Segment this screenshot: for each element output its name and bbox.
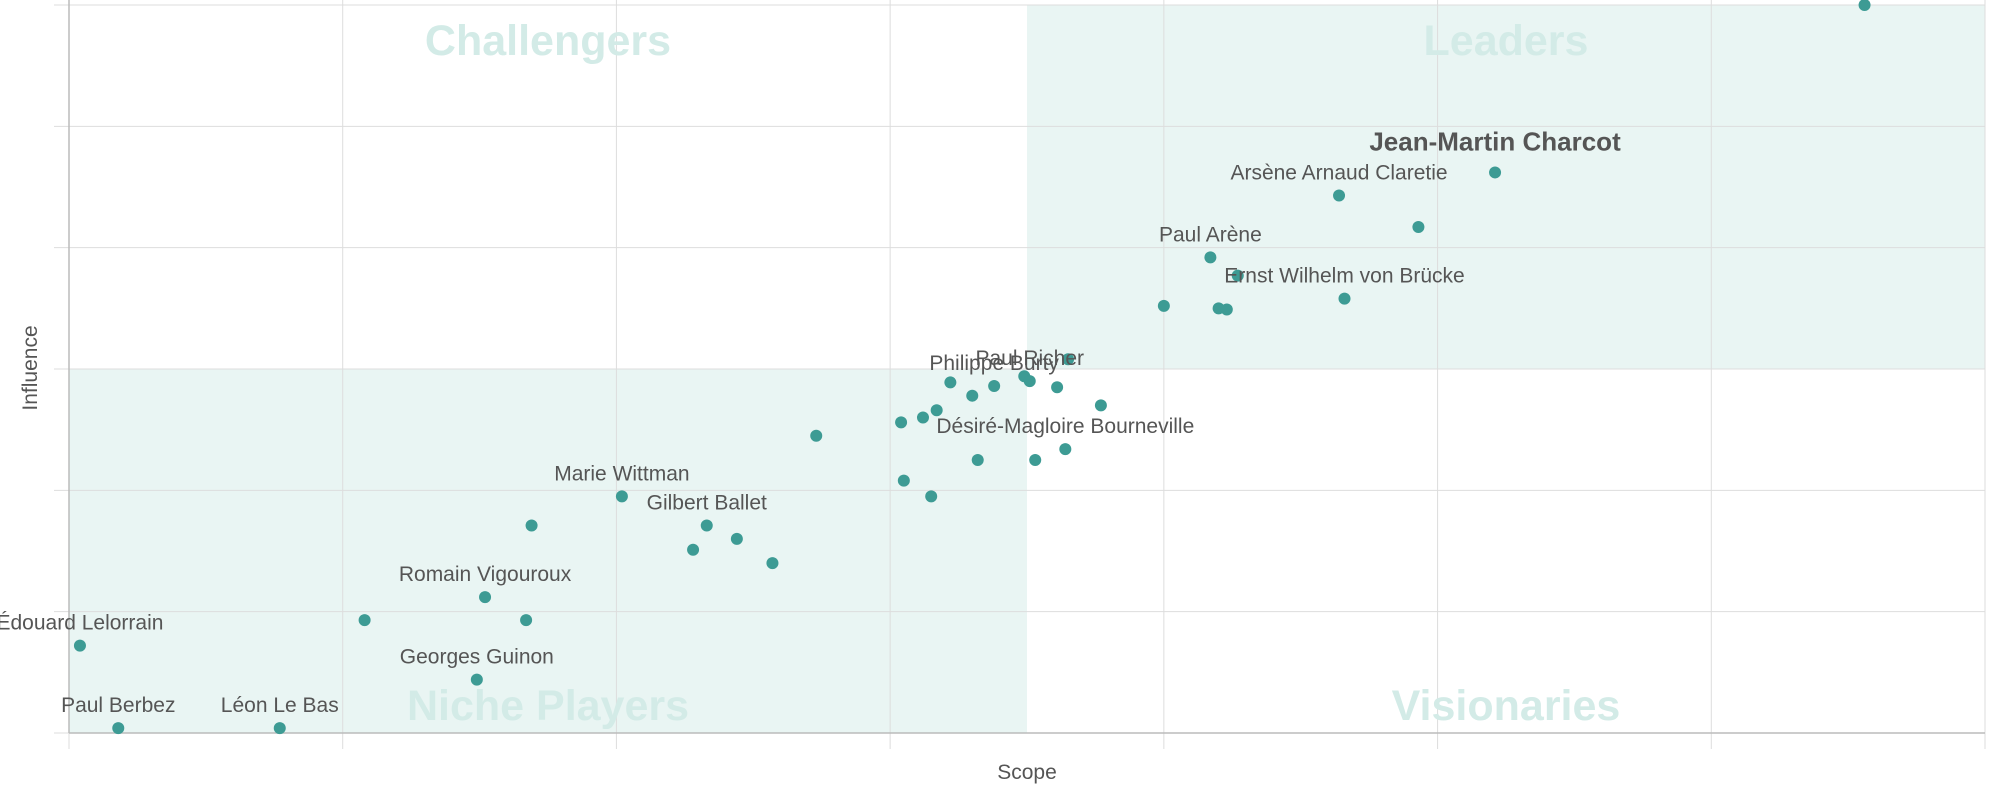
data-point (1412, 221, 1425, 234)
data-point (897, 474, 910, 487)
data-point (1858, 0, 1871, 11)
data-point (1338, 292, 1351, 305)
quadrant-labels: Challengers Leaders Niche Players Visionari… (407, 17, 1620, 730)
data-point (1029, 454, 1042, 466)
point-label: Ernst Wilhelm von Brücke (1224, 265, 1464, 288)
point-label: Romain Vigouroux (399, 563, 572, 586)
niche-players-quadrant (69, 369, 1027, 733)
data-point (1157, 299, 1170, 312)
point-label: Georges Guinon (400, 646, 554, 669)
data-point (470, 673, 483, 686)
data-point (700, 519, 713, 532)
data-point (1204, 251, 1217, 264)
data-point (925, 490, 938, 503)
point-label: Marie Wittman (554, 462, 689, 485)
data-point (930, 404, 943, 417)
data-point (479, 591, 492, 604)
data-point (730, 532, 743, 545)
data-point (1489, 166, 1502, 179)
point-label: Léon Le Bas (221, 694, 339, 717)
point-label: Désiré-Magloire Bourneville (936, 415, 1194, 438)
data-point (112, 722, 125, 735)
point-label: Paul Arène (1159, 223, 1262, 246)
quadrant-label-challengers: Challengers (425, 17, 671, 65)
quadrant-label-leaders: Leaders (1424, 17, 1589, 65)
data-point (358, 614, 371, 627)
quadrant-label-niche-players: Niche Players (407, 682, 689, 730)
point-label: Philippe Burty (929, 352, 1059, 375)
data-point (766, 557, 779, 570)
point-label: Paul Richer (975, 347, 1084, 370)
data-point (520, 614, 533, 627)
leaders-quadrant (1027, 5, 1985, 369)
data-point (1333, 189, 1346, 202)
data-point (273, 722, 286, 735)
data-points (73, 0, 1871, 735)
point-label: Jean-Martin Charcot (1369, 126, 1621, 156)
point-label: Édouard Lelorrain (0, 612, 163, 635)
y-axis-title: Influence (19, 325, 42, 410)
data-point (1059, 443, 1072, 456)
grid (54, 0, 1986, 749)
data-point (1231, 269, 1244, 282)
point-labels: Jean-Martin Charcot Arsène Arnaud Clareti… (0, 126, 1621, 717)
data-point (1062, 353, 1075, 366)
data-point (810, 429, 823, 442)
data-point (1023, 375, 1036, 388)
data-point (944, 376, 957, 389)
data-point (615, 490, 628, 503)
axes (68, 0, 1985, 734)
data-point (895, 416, 908, 429)
data-point (916, 411, 929, 424)
data-point (687, 543, 700, 556)
data-point (525, 519, 538, 532)
point-label: Gilbert Ballet (647, 492, 767, 515)
quadrant-label-visionaries: Visionaries (1392, 682, 1621, 730)
data-point (1051, 381, 1064, 394)
data-point (988, 379, 1001, 392)
point-label: Paul Berbez (61, 694, 175, 717)
quadrant-backgrounds (69, 5, 1985, 733)
data-point (1220, 303, 1233, 316)
data-point (966, 389, 979, 402)
data-point (73, 639, 86, 652)
data-point (971, 454, 984, 466)
x-axis-title: Scope (997, 761, 1057, 784)
data-point (1094, 399, 1107, 412)
point-label: Arsène Arnaud Claretie (1230, 161, 1447, 184)
